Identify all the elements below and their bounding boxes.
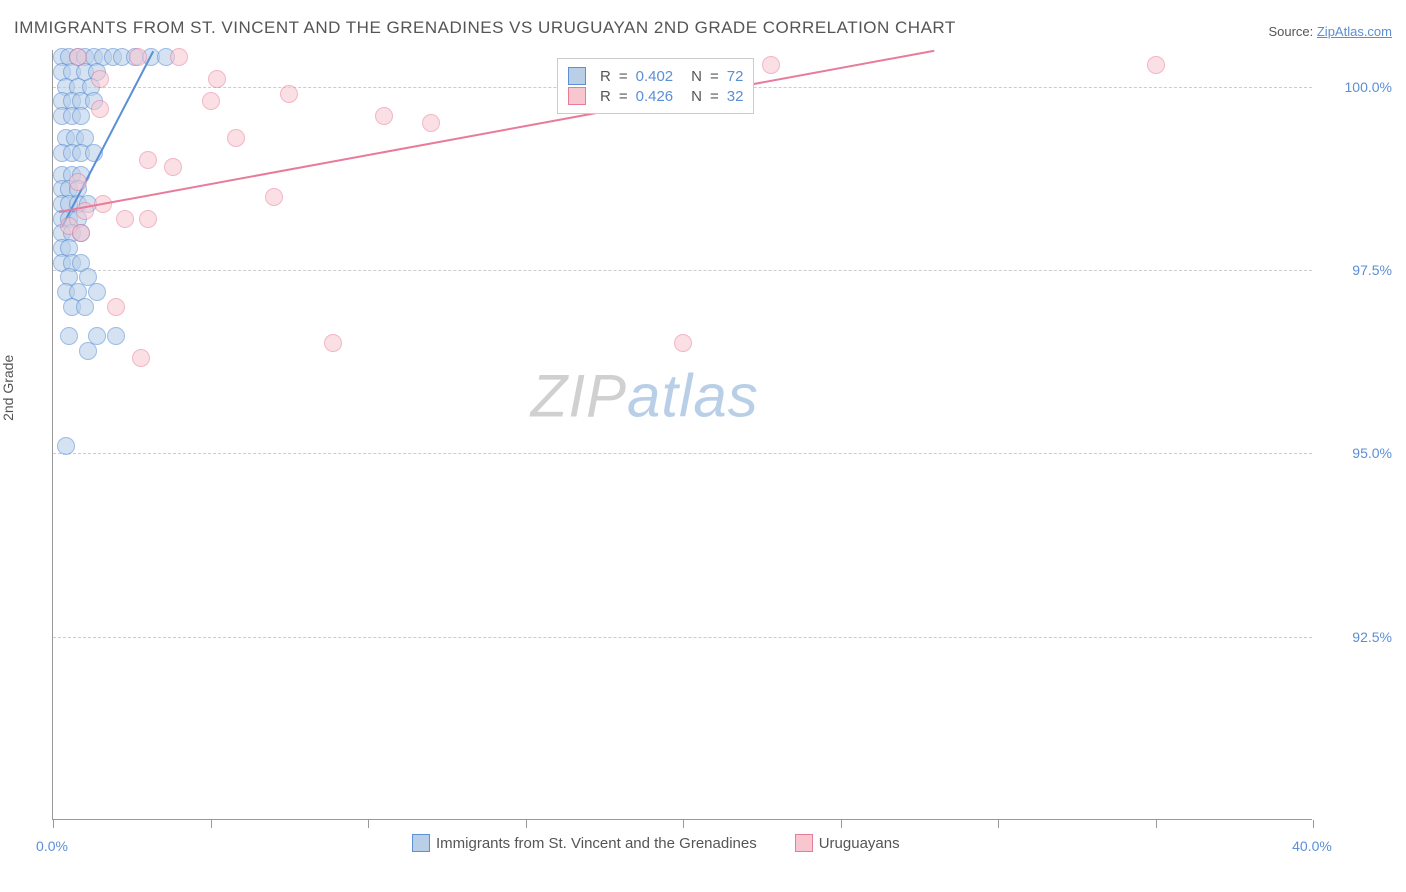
scatter-point xyxy=(139,210,157,228)
scatter-point xyxy=(91,100,109,118)
scatter-point xyxy=(57,437,75,455)
stats-legend: R = 0.402 N = 72 R = 0.426 N = 32 xyxy=(557,58,754,114)
scatter-point xyxy=(170,48,188,66)
stat-N-value: 72 xyxy=(727,68,744,85)
source-link[interactable]: ZipAtlas.com xyxy=(1317,24,1392,39)
x-tick-mark xyxy=(211,820,212,828)
stat-eq: = xyxy=(710,68,719,85)
x-tick-mark xyxy=(1313,820,1314,828)
scatter-point xyxy=(375,107,393,125)
grid-line-h xyxy=(53,637,1312,638)
scatter-point xyxy=(265,188,283,206)
scatter-point xyxy=(116,210,134,228)
legend-swatch xyxy=(568,67,586,85)
stat-N-value: 32 xyxy=(727,88,744,105)
series-legend-item: Immigrants from St. Vincent and the Gren… xyxy=(412,834,757,852)
y-tick-label: 100.0% xyxy=(1345,79,1392,95)
watermark-zip: ZIP xyxy=(531,363,627,430)
grid-line-h xyxy=(53,453,1312,454)
chart-container: IMMIGRANTS FROM ST. VINCENT AND THE GREN… xyxy=(0,0,1406,892)
source-caption: Source: ZipAtlas.com xyxy=(1268,24,1392,39)
scatter-point xyxy=(324,334,342,352)
stat-R-value: 0.402 xyxy=(636,68,674,85)
legend-swatch xyxy=(795,834,813,852)
watermark: ZIPatlas xyxy=(531,362,759,431)
scatter-point xyxy=(202,92,220,110)
scatter-point xyxy=(139,151,157,169)
scatter-point xyxy=(1147,56,1165,74)
series-legend-label: Uruguayans xyxy=(819,835,900,852)
scatter-point xyxy=(227,129,245,147)
chart-title: IMMIGRANTS FROM ST. VINCENT AND THE GREN… xyxy=(14,18,956,38)
scatter-point xyxy=(674,334,692,352)
scatter-point xyxy=(79,342,97,360)
series-legend: Immigrants from St. Vincent and the Gren… xyxy=(412,834,928,852)
watermark-atlas: atlas xyxy=(627,363,759,430)
series-legend-item: Uruguayans xyxy=(795,834,900,852)
scatter-point xyxy=(88,283,106,301)
scatter-point xyxy=(60,327,78,345)
scatter-point xyxy=(762,56,780,74)
scatter-point xyxy=(107,298,125,316)
x-tick-mark xyxy=(683,820,684,828)
scatter-point xyxy=(422,114,440,132)
scatter-point xyxy=(280,85,298,103)
stat-R-label: R xyxy=(600,88,611,105)
x-tick-mark xyxy=(53,820,54,828)
scatter-point xyxy=(164,158,182,176)
stats-legend-row: R = 0.402 N = 72 xyxy=(568,67,743,85)
y-tick-label: 97.5% xyxy=(1352,262,1392,278)
stat-eq: = xyxy=(619,88,628,105)
scatter-point xyxy=(208,70,226,88)
scatter-point xyxy=(91,70,109,88)
scatter-point xyxy=(72,224,90,242)
x-tick-label: 0.0% xyxy=(36,838,68,854)
scatter-point xyxy=(76,298,94,316)
series-legend-label: Immigrants from St. Vincent and the Gren… xyxy=(436,835,757,852)
stats-legend-row: R = 0.426 N = 32 xyxy=(568,87,743,105)
x-tick-mark xyxy=(1156,820,1157,828)
scatter-point xyxy=(107,327,125,345)
source-label: Source: xyxy=(1268,24,1316,39)
stat-N-label: N xyxy=(691,68,702,85)
y-tick-label: 95.0% xyxy=(1352,445,1392,461)
x-tick-label: 40.0% xyxy=(1292,838,1332,854)
stat-R-label: R xyxy=(600,68,611,85)
y-tick-label: 92.5% xyxy=(1352,629,1392,645)
stat-eq: = xyxy=(710,88,719,105)
stat-eq: = xyxy=(619,68,628,85)
legend-swatch xyxy=(568,87,586,105)
x-tick-mark xyxy=(841,820,842,828)
stat-N-label: N xyxy=(691,88,702,105)
stat-R-value: 0.426 xyxy=(636,88,674,105)
y-axis-label: 2nd Grade xyxy=(0,355,16,421)
plot-area: ZIPatlas xyxy=(52,50,1312,820)
x-tick-mark xyxy=(526,820,527,828)
legend-swatch xyxy=(412,834,430,852)
x-tick-mark xyxy=(368,820,369,828)
regression-line xyxy=(59,50,935,213)
grid-line-h xyxy=(53,270,1312,271)
scatter-point xyxy=(132,349,150,367)
scatter-point xyxy=(72,107,90,125)
x-tick-mark xyxy=(998,820,999,828)
